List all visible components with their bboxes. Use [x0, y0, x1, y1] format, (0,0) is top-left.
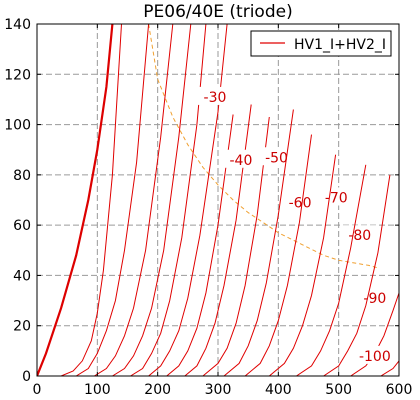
y-tick-label: 120	[4, 67, 31, 83]
legend: HV1_I+HV2_I	[250, 30, 392, 57]
x-tick-label: 600	[386, 382, 413, 398]
series-line-0	[37, 24, 114, 376]
curve-label: -30	[204, 90, 227, 106]
series-line-10	[223, 109, 294, 376]
legend-entry: HV1_I+HV2_I	[294, 37, 386, 53]
series-line-1	[60, 24, 122, 376]
ticks: 0 100 200 300 400 500 600 0 20 40 60 80 100 120 140	[4, 17, 412, 398]
y-tick-label: 20	[13, 319, 31, 335]
x-tick-label: 100	[84, 382, 111, 398]
series-line-4	[112, 24, 192, 376]
curve-label-bg	[356, 345, 393, 364]
y-tick-label: 100	[4, 118, 31, 134]
series-line-3	[94, 24, 174, 376]
curve-label: -60	[289, 196, 312, 212]
curve-label-bg	[282, 192, 319, 211]
y-tick-label: 140	[4, 17, 31, 33]
series-line-11	[244, 134, 312, 376]
y-tick-label: 60	[13, 218, 31, 234]
series-line-12	[268, 154, 337, 376]
series-line-15	[350, 292, 399, 376]
curve-label-bg	[258, 147, 295, 166]
series-line-6	[148, 24, 228, 376]
x-tick-label: 200	[144, 382, 171, 398]
y-tick-label: 80	[13, 168, 31, 184]
x-tick-label: 400	[265, 382, 292, 398]
curve-label-bg	[222, 149, 259, 168]
curve-label-bg	[356, 288, 393, 307]
series-layer: -30 -40 -50 -60 -70 -80 -90 -100	[37, 24, 399, 376]
curve-label-bg	[318, 187, 355, 206]
series-line-5	[130, 24, 207, 376]
y-tick-label: 40	[13, 268, 31, 284]
curve-label-bg	[196, 86, 233, 105]
curve-label: -90	[363, 291, 386, 307]
curve-label: -50	[265, 150, 288, 166]
curve-label: -80	[348, 228, 371, 244]
series-line-7	[166, 114, 234, 376]
x-tick-label: 300	[205, 382, 232, 398]
x-tick-label: 500	[325, 382, 352, 398]
series-line-14	[323, 174, 391, 376]
y-tick-label: 0	[22, 369, 31, 385]
chart-title: PE06/40E (triode)	[143, 2, 292, 22]
series-line-16	[380, 360, 399, 376]
series-line-2	[75, 24, 150, 376]
x-tick-label: 0	[33, 382, 42, 398]
curve-label-bg	[341, 225, 378, 244]
curve-label: -70	[325, 190, 348, 206]
series-line-13	[296, 164, 367, 376]
series-line-9	[202, 116, 270, 376]
curve-label: -100	[359, 349, 391, 365]
series-line-8	[184, 104, 252, 376]
curve-label: -40	[229, 153, 252, 169]
